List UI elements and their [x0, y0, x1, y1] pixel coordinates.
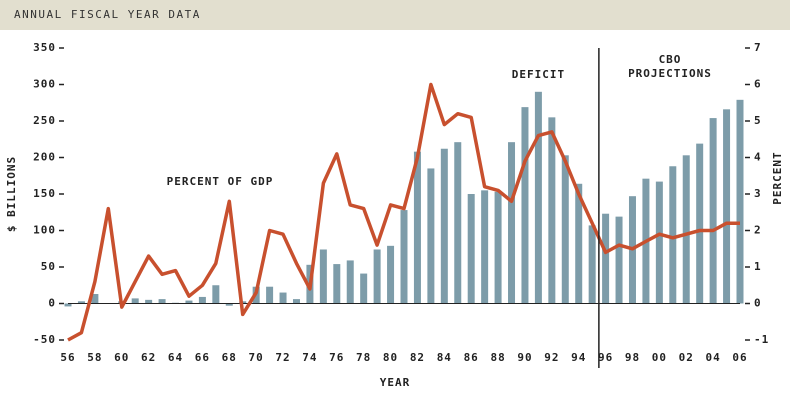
x-tick-label: 60	[114, 351, 129, 364]
bar	[292, 299, 300, 304]
y-tick-label: 300	[33, 78, 56, 91]
bar	[669, 166, 677, 304]
y2-axis-label: PERCENT	[771, 151, 784, 204]
x-tick-label: 90	[517, 351, 532, 364]
y2-tick-label: 4	[754, 151, 762, 164]
x-tick-label: 96	[598, 351, 613, 364]
bar	[615, 216, 623, 304]
x-tick-label: 86	[464, 351, 479, 364]
x-tick-label: 66	[195, 351, 210, 364]
bar	[185, 300, 193, 304]
bar	[655, 181, 663, 304]
bar	[91, 294, 99, 304]
bar	[333, 264, 341, 304]
y-tick-label: 250	[33, 114, 56, 127]
bar	[561, 155, 569, 304]
bar	[481, 190, 489, 304]
x-tick-label: 88	[490, 351, 505, 364]
x-tick-label: 06	[732, 351, 747, 364]
bar	[225, 303, 233, 306]
series-label: PERCENT OF GDP	[167, 175, 274, 188]
y2-tick-label: 3	[754, 187, 762, 200]
bar	[736, 99, 744, 304]
chart-title: ANNUAL FISCAL YEAR DATA	[14, 8, 201, 21]
bar	[64, 303, 72, 307]
x-tick-label: 92	[544, 351, 559, 364]
x-tick-label: 02	[679, 351, 694, 364]
bar	[373, 249, 381, 304]
line	[67, 82, 740, 342]
x-tick-label: 64	[168, 351, 183, 364]
x-tick-label: 84	[437, 351, 452, 364]
bar	[508, 142, 516, 304]
bar	[387, 245, 395, 304]
y-tick-label: 100	[33, 224, 56, 237]
y2-tick-label: 0	[754, 297, 762, 310]
bar	[158, 299, 166, 304]
x-tick-label: 58	[87, 351, 102, 364]
bar	[346, 260, 354, 304]
bar	[440, 148, 448, 304]
y-tick-label: -50	[33, 333, 56, 346]
x-tick-label: 94	[571, 351, 586, 364]
bar	[279, 292, 287, 304]
x-tick-label: 76	[329, 351, 344, 364]
y2-tick-label: 6	[754, 78, 762, 91]
y-axis-label: $ BILLIONS	[5, 156, 18, 232]
bar	[548, 117, 556, 304]
x-tick-label: 04	[705, 351, 720, 364]
x-tick-label: 72	[275, 351, 290, 364]
series-label: DEFICIT	[512, 68, 565, 81]
bar	[427, 168, 435, 304]
annotation: CBO	[659, 53, 682, 66]
bar	[145, 299, 153, 304]
y-tick-label: 200	[33, 151, 56, 164]
y-tick-label: 50	[41, 260, 56, 273]
bar	[521, 107, 529, 304]
bar	[467, 194, 475, 304]
x-tick-label: 98	[625, 351, 640, 364]
x-tick-label: 62	[141, 351, 156, 364]
bar	[131, 298, 139, 304]
y2-tick-label: -1	[754, 333, 769, 346]
x-tick-label: 00	[652, 351, 667, 364]
x-tick-label: 70	[249, 351, 264, 364]
bar	[413, 151, 421, 304]
bar	[696, 143, 704, 304]
x-tick-label: 68	[222, 351, 237, 364]
bar	[77, 301, 85, 304]
x-axis-label: YEAR	[380, 376, 411, 389]
bar	[709, 118, 717, 304]
y-tick-label: 0	[48, 297, 56, 310]
y2-tick-label: 5	[754, 114, 762, 127]
x-tick-label: 78	[356, 351, 371, 364]
y-tick-label: 150	[33, 187, 56, 200]
bar	[360, 273, 368, 304]
bar	[494, 191, 502, 304]
x-tick-label: 74	[302, 351, 317, 364]
bar	[212, 285, 220, 304]
bar	[454, 142, 462, 304]
bar	[198, 296, 206, 304]
bar	[319, 249, 327, 304]
bar	[575, 183, 583, 304]
annotation: PROJECTIONS	[628, 67, 712, 80]
y2-tick-label: 1	[754, 260, 762, 273]
bar	[723, 109, 731, 304]
bar	[266, 286, 274, 304]
bar	[588, 225, 596, 304]
x-tick-label: 56	[60, 351, 75, 364]
header-band	[0, 0, 790, 30]
bar	[534, 91, 542, 304]
x-tick-label: 82	[410, 351, 425, 364]
y2-tick-label: 2	[754, 224, 762, 237]
y-tick-label: 350	[33, 41, 56, 54]
bar	[682, 155, 690, 304]
y2-tick-label: 7	[754, 41, 762, 54]
bar	[400, 210, 408, 304]
bar	[602, 213, 610, 304]
x-tick-label: 80	[383, 351, 398, 364]
